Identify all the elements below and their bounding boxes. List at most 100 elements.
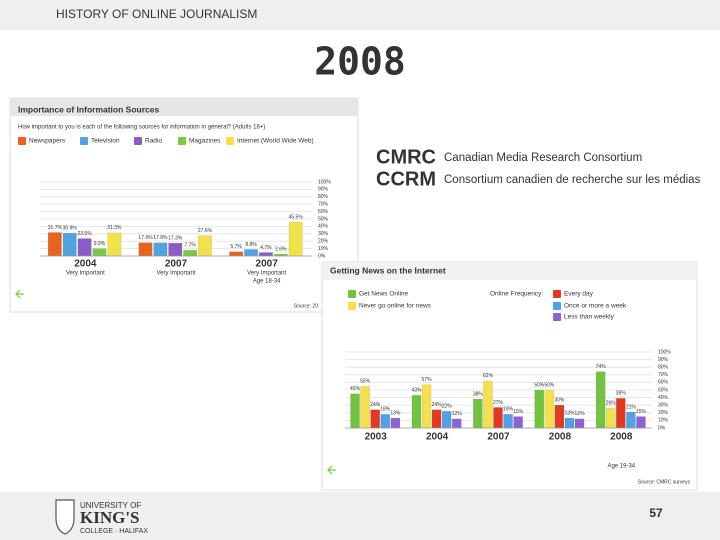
legend-swatch bbox=[226, 137, 234, 145]
chart-title-bar bbox=[10, 98, 358, 116]
value-label: 18% bbox=[503, 407, 514, 413]
legend-label: Television bbox=[91, 138, 120, 145]
logo-name: Consortium canadien de recherche sur les… bbox=[444, 174, 701, 186]
bar bbox=[77, 238, 92, 257]
legend-swatch bbox=[348, 290, 356, 298]
y-tick-label: 30% bbox=[658, 403, 669, 409]
value-label: 17.3% bbox=[168, 236, 183, 242]
bar bbox=[534, 389, 545, 429]
bar bbox=[441, 411, 452, 429]
chart-title: Importance of Information Sources bbox=[18, 104, 159, 114]
bar bbox=[168, 242, 183, 257]
bar bbox=[574, 418, 585, 429]
legend-swatch bbox=[134, 137, 142, 145]
bar bbox=[554, 404, 565, 429]
y-tick-label: 50% bbox=[318, 216, 329, 222]
y-tick-label: 80% bbox=[318, 194, 329, 200]
legend-swatch bbox=[553, 313, 561, 321]
legend-label: Every day bbox=[564, 291, 594, 298]
legend-group-label: Online Frequency: bbox=[490, 291, 543, 298]
logo-acronym: CMRC bbox=[376, 146, 436, 168]
value-label: 22% bbox=[442, 404, 453, 410]
bar bbox=[360, 385, 370, 429]
bar bbox=[229, 251, 244, 257]
value-label: 7.7% bbox=[184, 243, 196, 249]
bar bbox=[493, 407, 503, 429]
bar bbox=[107, 232, 122, 257]
value-label: 18% bbox=[380, 407, 391, 413]
bar bbox=[350, 393, 360, 429]
category-note: Very Important bbox=[247, 271, 286, 277]
page-number: 57 bbox=[649, 506, 663, 520]
value-label: 43% bbox=[411, 388, 422, 394]
chart: Getting News on the Internet Online Frequ… bbox=[321, 261, 698, 491]
bar bbox=[380, 414, 391, 429]
value-label: 4.7% bbox=[260, 245, 272, 251]
y-tick-label: 100% bbox=[658, 349, 671, 355]
bar bbox=[595, 371, 606, 429]
value-label: 45.5% bbox=[289, 215, 304, 221]
bar bbox=[626, 411, 636, 429]
y-tick-label: 50% bbox=[658, 387, 669, 393]
logo: CMRC CCRM Canadian Media Research Consor… bbox=[376, 146, 701, 190]
category-label: 2004 bbox=[74, 259, 97, 270]
value-label: 17.8% bbox=[153, 235, 168, 241]
legend-label: Less than weekly bbox=[564, 314, 615, 321]
legend-swatch bbox=[553, 302, 561, 310]
value-label: 55% bbox=[360, 379, 371, 385]
chart-subtitle: How important to you is each of the foll… bbox=[18, 125, 265, 131]
category-label: 2007 bbox=[487, 432, 510, 443]
value-label: 62% bbox=[483, 373, 494, 379]
bar bbox=[513, 416, 523, 429]
category-note: Very Important bbox=[156, 271, 195, 277]
legend-swatch bbox=[553, 290, 561, 298]
value-label: 39% bbox=[616, 391, 627, 397]
category-label: 2008 bbox=[549, 432, 572, 443]
y-tick-label: 70% bbox=[318, 202, 329, 208]
chart-title: Getting News on the Internet bbox=[330, 265, 446, 275]
y-tick-label: 30% bbox=[318, 231, 329, 237]
legend-label: Newspapers bbox=[29, 138, 66, 145]
value-label: 24% bbox=[432, 402, 443, 408]
value-label: 9.9% bbox=[94, 241, 106, 247]
legend-label: Never go online for news bbox=[359, 303, 432, 310]
legend-swatch bbox=[178, 137, 186, 145]
bar bbox=[616, 398, 626, 429]
y-tick-label: 20% bbox=[658, 410, 669, 416]
y-tick-label: 10% bbox=[658, 418, 669, 424]
value-label: 2.6% bbox=[275, 246, 287, 252]
legend-swatch bbox=[18, 137, 26, 145]
bar bbox=[636, 416, 646, 429]
y-tick-label: 10% bbox=[318, 246, 329, 252]
chart-panel bbox=[321, 261, 698, 491]
footer-bar bbox=[0, 492, 720, 540]
bar bbox=[92, 248, 107, 257]
logo-name: Canadian Media Research Consortium bbox=[444, 152, 642, 164]
category-label: 2003 bbox=[365, 432, 388, 443]
value-label: 15% bbox=[636, 409, 647, 415]
value-label: 13% bbox=[390, 410, 401, 416]
bar bbox=[244, 249, 258, 257]
value-label: 30.9% bbox=[63, 225, 78, 231]
bar bbox=[62, 232, 77, 257]
legend-label: Internet (World Wide Web) bbox=[237, 138, 314, 145]
bar bbox=[421, 384, 432, 429]
value-label: 23.5% bbox=[77, 231, 92, 237]
chart: Importance of Information Sources How imp… bbox=[9, 97, 359, 313]
bar bbox=[198, 235, 212, 257]
value-label: 50% bbox=[544, 382, 555, 388]
y-tick-label: 90% bbox=[658, 357, 669, 363]
category-note: Age 19-34 bbox=[607, 464, 635, 470]
y-tick-label: 60% bbox=[318, 209, 329, 215]
bar bbox=[288, 222, 303, 257]
y-tick-label: 80% bbox=[658, 365, 669, 371]
legend-label: Magazines bbox=[189, 138, 221, 145]
value-label: 27% bbox=[493, 400, 504, 406]
value-label: 13% bbox=[564, 410, 575, 416]
university-line: UNIVERSITY OF bbox=[80, 501, 141, 510]
value-label: 15% bbox=[513, 409, 524, 415]
category-label: 2007 bbox=[165, 259, 188, 270]
value-label: 24% bbox=[370, 402, 381, 408]
legend-label: Radio bbox=[145, 138, 162, 145]
